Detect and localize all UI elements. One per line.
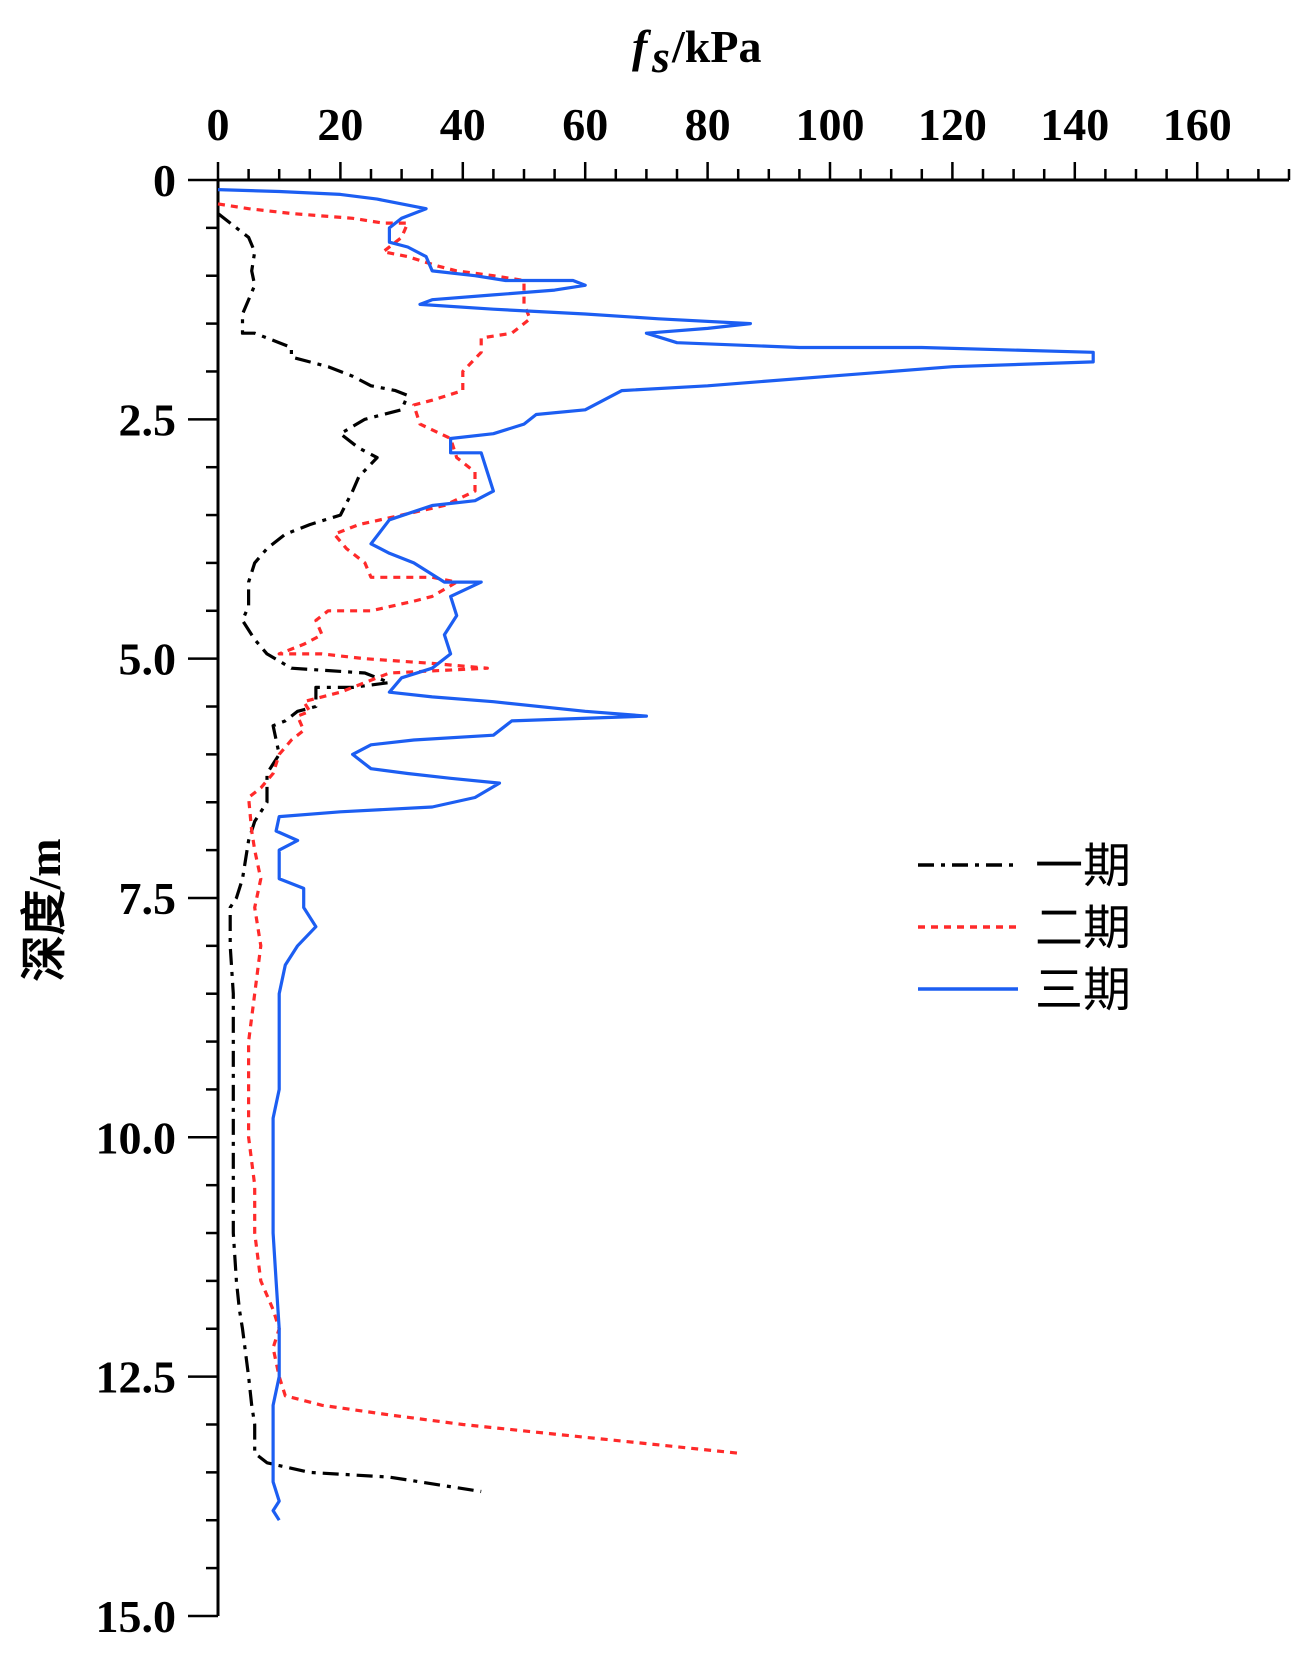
- x-tick-label: 140: [1040, 99, 1109, 150]
- x-tick-label: 120: [918, 99, 987, 150]
- x-axis-title-unit: /kPa: [671, 21, 761, 72]
- y-tick-label: 12.5: [96, 1352, 177, 1403]
- x-tick-label: 160: [1163, 99, 1232, 150]
- y-axis-title: 深度/m: [19, 838, 70, 981]
- y-tick-label: 10.0: [96, 1112, 177, 1163]
- x-tick-label: 40: [440, 99, 486, 150]
- axes: 0 20 40 60 80 100 120 140 160 0 2.5 5.0 7.5 10.0 12.5 1…: [96, 99, 1291, 1642]
- y-tick-label: 2.5: [119, 394, 177, 445]
- series-line-1: [217, 212, 482, 1494]
- x-tick-label: 100: [796, 99, 865, 150]
- legend-label-1: 一期: [1035, 838, 1131, 894]
- x-tick-label: 20: [317, 99, 363, 150]
- legend-label-2: 二期: [1035, 900, 1131, 956]
- x-axis-title-main: f: [632, 21, 652, 72]
- legend-label-3: 三期: [1035, 962, 1131, 1018]
- series-line-3: [217, 188, 1095, 1522]
- y-tick-label: 15.0: [96, 1591, 177, 1642]
- x-tick-label: 60: [562, 99, 608, 150]
- y-tick-label: 5.0: [119, 634, 177, 685]
- series-layer: [217, 188, 1095, 1522]
- y-tick-label: 7.5: [119, 873, 177, 924]
- y-tick-label: 0: [153, 155, 176, 206]
- x-axis-title: f s /kPa: [632, 21, 761, 82]
- x-tick-label: 80: [685, 99, 731, 150]
- x-axis-title-subscript: s: [651, 31, 670, 82]
- series-line-2: [217, 202, 739, 1455]
- x-tick-label: 0: [207, 99, 230, 150]
